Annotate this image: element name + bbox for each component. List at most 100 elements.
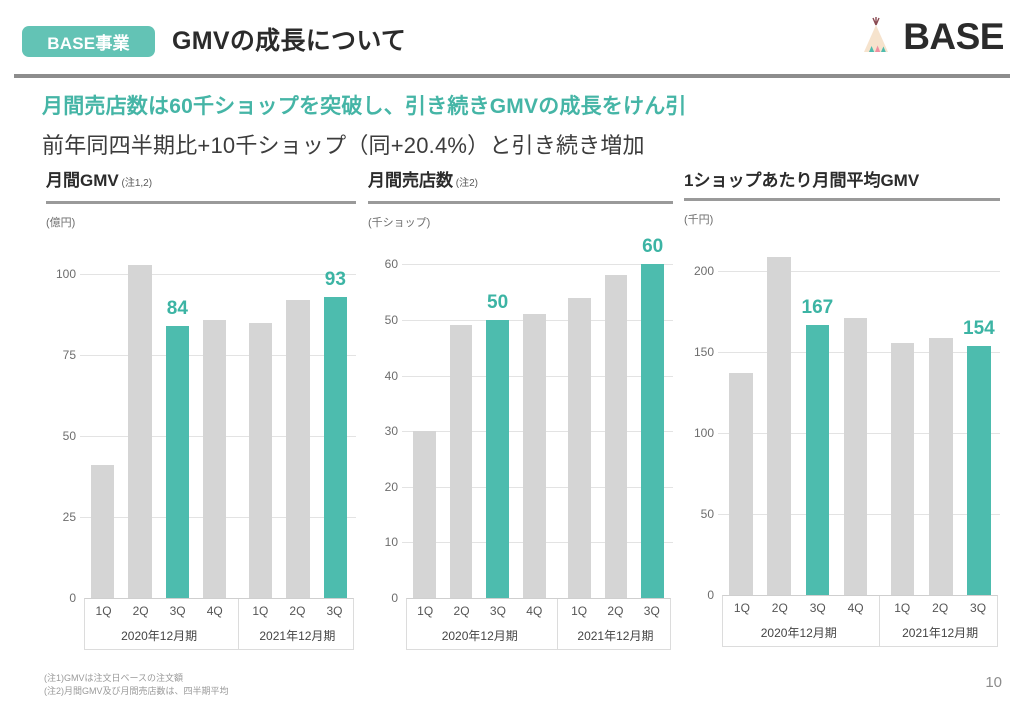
- x-axis-quarter-label: 3Q: [643, 604, 660, 618]
- chart-gridline: [402, 264, 673, 266]
- x-axis-quarter-label: 3Q: [809, 601, 826, 615]
- bar-highlighted: [165, 326, 189, 598]
- y-axis-tick-label: 100: [55, 267, 76, 282]
- chart-plot-area: 0 50 100 150 200 167 154: [684, 239, 1000, 602]
- y-axis-tick-label: 200: [693, 264, 714, 279]
- x-axis-period-label: 2020年12月期: [760, 626, 837, 640]
- bar: [767, 256, 792, 595]
- x-axis-quarter-label: 1Q: [571, 604, 588, 618]
- y-axis-tick-label: 0: [391, 591, 398, 605]
- chart-panel-avg-gmv-per-shop: 1ショップあたり月間平均GMV (千円) 0 50 100 150 200 167 154 1Q 2…: [684, 170, 1000, 650]
- bar: [286, 300, 310, 598]
- x-axis-period-label: 2021年12月期: [902, 626, 979, 640]
- chart-title: 1ショップあたり月間平均GMV: [684, 171, 920, 190]
- y-axis-tick-label: 150: [693, 345, 714, 360]
- chart-title-note: (注2): [453, 178, 478, 189]
- y-axis-tick-label: 50: [700, 507, 714, 522]
- bar-highlighted: [641, 264, 665, 598]
- x-axis-quarter-label: 3Q: [326, 604, 343, 618]
- x-axis-quarter-label: 2Q: [453, 604, 470, 618]
- bar: [568, 297, 591, 598]
- y-axis-tick-label: 30: [384, 424, 398, 439]
- x-axis-quarter-label: 4Q: [526, 604, 543, 618]
- x-axis-period-label: 2020年12月期: [121, 629, 198, 643]
- chart-panel-monthly-shops: 月間売店数 (注2) (千ショップ) 0 10 20 30 40 50 60 50 60 1Q 2Q 3Q…: [368, 170, 673, 650]
- bar: [890, 342, 915, 595]
- header-divider: [14, 74, 1010, 78]
- bar: [843, 318, 868, 595]
- x-axis-period-label: 2021年12月期: [259, 629, 336, 643]
- chart-title-note: (注1,2): [118, 178, 153, 189]
- y-axis-tick-label: 0: [69, 591, 76, 605]
- bar-value-label: 93: [324, 269, 346, 291]
- bar-highlighted: [967, 345, 991, 595]
- x-axis-quarter-label: 2Q: [289, 604, 306, 618]
- bar: [449, 325, 473, 598]
- footnote-1: (注1)GMVは注文日ベースの注文額: [44, 673, 184, 683]
- chart-bars: 167 154: [722, 239, 998, 595]
- x-axis-period-label: 2021年12月期: [577, 629, 654, 643]
- x-axis-quarter-label: 3Q: [169, 604, 186, 618]
- chart-plot-area: 0 10 20 30 40 50 60 50 60: [368, 236, 673, 605]
- x-axis-group-separator: [237, 599, 239, 649]
- y-axis-tick-label: 25: [62, 510, 76, 525]
- x-axis-quarter-label: 2Q: [771, 601, 788, 615]
- chart-title-divider: [46, 201, 356, 204]
- x-axis-quarter-label: 3Q: [489, 604, 506, 618]
- bar-value-label: 154: [963, 317, 995, 339]
- y-axis-tick-label: 50: [62, 429, 76, 444]
- chart-unit-label: (千ショップ): [368, 217, 431, 229]
- bar: [412, 431, 436, 598]
- footnotes: (注1)GMVは注文日ベースの注文額 (注2)月間GMV及び月間売店数は、四半期…: [44, 672, 229, 698]
- x-axis-quarter-label: 2Q: [607, 604, 624, 618]
- x-axis-quarter-label: 1Q: [894, 601, 911, 615]
- lead-subheadline: 前年同四半期比+10千ショップ（同+20.4%）と引き続き増加: [42, 133, 645, 158]
- y-axis-tick-label: 0: [707, 588, 714, 602]
- lead-headline: 月間売店数は60千ショップを突破し、引き続きGMVの成長をけん引: [42, 95, 687, 118]
- bar-highlighted: [805, 324, 830, 595]
- bar-value-label: 60: [642, 236, 664, 258]
- chart-gridline: [718, 271, 1000, 273]
- bar-highlighted: [323, 297, 347, 598]
- page-number: 10: [985, 674, 1002, 691]
- x-axis: 1Q 2Q 3Q 4Q 1Q 2Q 3Q 2020年12月期 2021年12月期: [406, 598, 671, 650]
- x-axis-quarter-label: 1Q: [417, 604, 434, 618]
- bar-value-label: 50: [487, 291, 509, 313]
- x-axis-quarter-label: 1Q: [252, 604, 269, 618]
- chart-title: 月間GMV (注1,2): [46, 171, 153, 190]
- y-axis-tick-label: 20: [384, 479, 398, 494]
- x-axis-quarter-label: 1Q: [733, 601, 750, 615]
- chart-title-divider: [368, 201, 673, 204]
- x-axis-group-separator: [878, 596, 880, 646]
- section-badge: BASE事業: [22, 26, 155, 57]
- bar: [91, 465, 115, 598]
- bar: [604, 275, 628, 598]
- x-axis-quarter-label: 1Q: [95, 604, 112, 618]
- x-axis: 1Q 2Q 3Q 4Q 1Q 2Q 3Q 2020年12月期 2021年12月期: [84, 598, 354, 650]
- bar-value-label: 84: [166, 298, 188, 320]
- chart-title-divider: [684, 198, 1000, 201]
- chart-unit-label: (億円): [46, 217, 76, 229]
- bar: [128, 264, 152, 598]
- x-axis-quarter-label: 2Q: [932, 601, 949, 615]
- x-axis-quarter-label: 4Q: [206, 604, 223, 618]
- chart-bars: 50 60: [406, 236, 671, 598]
- chart-gridline: [80, 274, 356, 276]
- x-axis-quarter-label: 2Q: [132, 604, 149, 618]
- chart-unit-label: (千円): [684, 214, 714, 226]
- brand-logo: BASE: [855, 16, 1004, 58]
- x-axis-group-separator: [556, 599, 558, 649]
- chart-bars: 84 93: [84, 242, 354, 598]
- slide-header: BASE事業 GMVの成長について BASE: [0, 0, 1024, 78]
- x-axis: 1Q 2Q 3Q 4Q 1Q 2Q 3Q 2020年12月期 2021年12月期: [722, 595, 998, 647]
- y-axis-tick-label: 50: [384, 312, 398, 327]
- y-axis-tick-label: 100: [693, 426, 714, 441]
- x-axis-period-label: 2020年12月期: [441, 629, 518, 643]
- chart-panel-monthly-gmv: 月間GMV (注1,2) (億円) 0 25 50 75 100 84 93 1Q 2Q 3Q 4Q 1Q…: [46, 170, 356, 650]
- footnote-2: (注2)月間GMV及び月間売店数は、四半期平均: [44, 686, 229, 696]
- bar-value-label: 167: [801, 296, 834, 318]
- bar-highlighted: [486, 319, 509, 598]
- bar: [203, 319, 227, 598]
- y-axis-tick-label: 10: [384, 535, 398, 550]
- teepee-logo-icon: [864, 17, 889, 52]
